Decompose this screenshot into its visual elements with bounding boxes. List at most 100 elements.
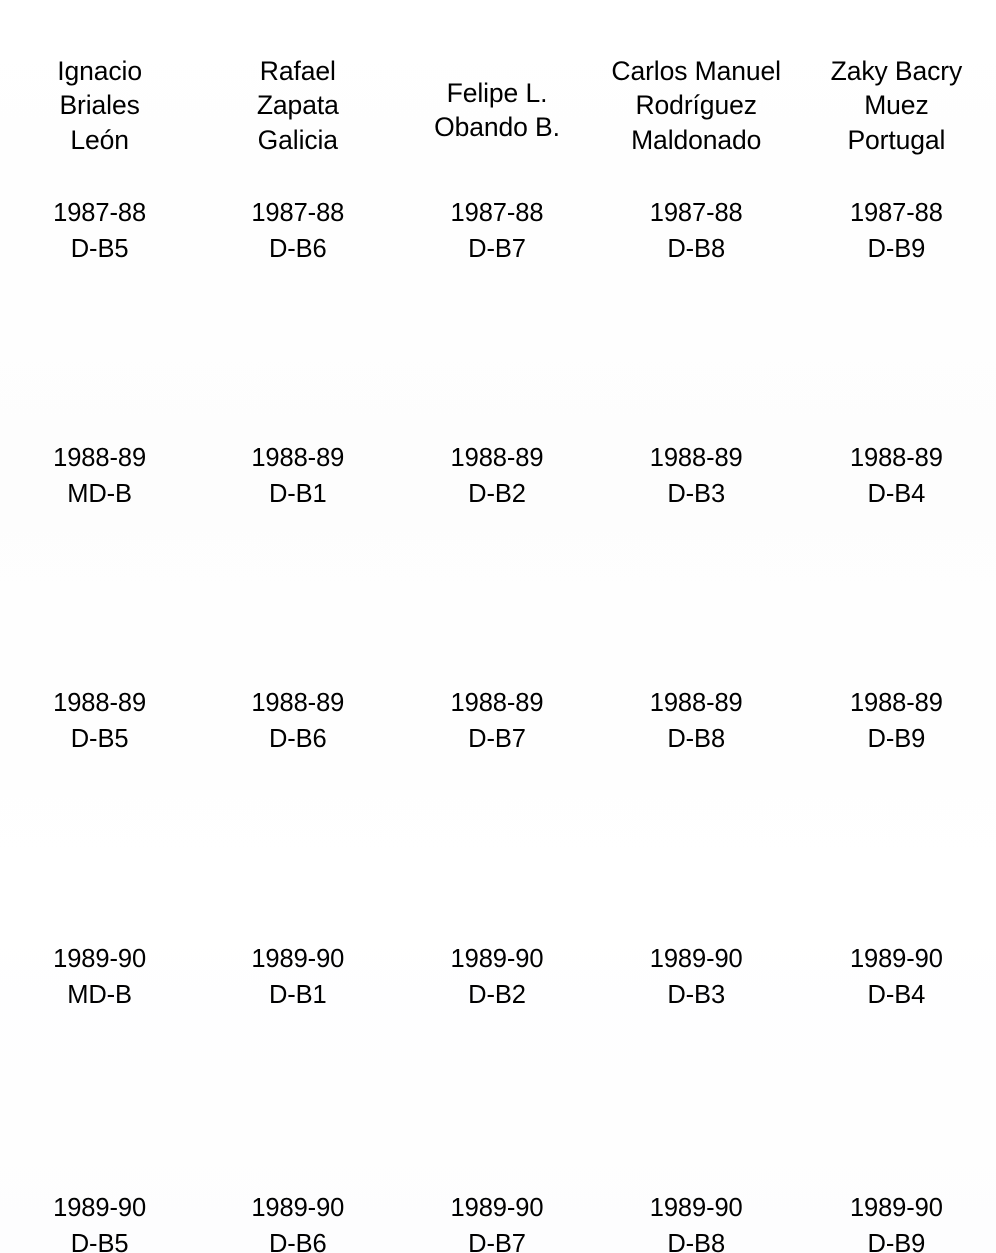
name-cell-carlos-manuel-rodriguez-maldonado: Carlos Manuel Rodríguez Maldonado [597,54,796,164]
caption-code: D-B8 [667,234,726,263]
caption-cell: 1989-90 D-B1 [198,942,397,1013]
caption-year: 1987-88 [450,199,544,227]
caption-cell: 1987-88 D-B7 [397,196,596,267]
caption-cell: 1989-90 MD-B [0,942,199,1013]
caption-cell: 1987-88 D-B5 [0,196,199,267]
caption-code: MD-B [67,980,132,1009]
caption-year: 1989-90 [849,945,943,973]
caption-year: 1988-89 [849,444,943,472]
caption-code: D-B9 [867,234,926,263]
caption-cell: 1988-89 D-B2 [397,441,596,512]
caption-code: D-B9 [867,1229,926,1253]
name-line: Carlos Manuel [611,56,781,86]
caption-year: 1989-90 [251,1194,345,1222]
caption-cell: 1989-90 D-B2 [397,942,596,1013]
caption-code: D-B3 [667,980,726,1009]
caption-cell: 1988-89 D-B1 [198,441,397,512]
caption-cell: 1988-89 D-B6 [198,686,397,757]
caption-cell: 1989-90 D-B3 [597,942,796,1013]
name-line: León [70,124,129,155]
caption-year: 1988-89 [450,689,544,717]
caption-code: D-B7 [468,234,526,263]
caption-year: 1987-88 [649,199,743,227]
caption-year: 1987-88 [53,199,147,227]
caption-code: D-B6 [268,1229,327,1253]
caption-cell: 1989-90 D-B4 [797,942,996,1013]
name-line: Zapata [256,90,339,121]
caption-code: D-B6 [268,724,327,753]
caption-year: 1989-90 [649,1194,743,1222]
caption-cell: 1987-88 D-B8 [597,196,796,267]
name-line: Portugal [847,124,946,155]
name-line: Obando B. [434,112,560,143]
name-cell-zaky-bacry-muez-portugal: Zaky Bacry Muez Portugal [797,54,996,164]
caption-year: 1988-89 [849,689,943,717]
name-line: Felipe L. [446,78,548,108]
caption-cell: 1988-89 D-B4 [797,441,996,512]
caption-year: 1988-89 [649,444,743,472]
name-line: Muez [864,90,929,121]
caption-year: 1988-89 [53,689,147,717]
caption-year: 1989-90 [53,945,147,973]
caption-row: 1988-89 MD-B 1988-89 D-B1 1988-89 D-B2 1988-89… [0,441,996,511]
name-line: Zaky Bacry [830,56,963,86]
caption-year: 1988-89 [251,689,345,717]
caption-year: 1989-90 [53,1194,147,1222]
name-line: Galicia [257,124,338,155]
caption-code: D-B1 [268,980,327,1009]
caption-year: 1988-89 [251,444,345,472]
caption-code: D-B2 [468,980,526,1009]
caption-code: D-B1 [268,479,327,508]
caption-code: D-B8 [667,1229,726,1253]
caption-year: 1989-90 [849,1194,943,1222]
name-line: Maldonado [631,124,762,155]
name-cell-felipe-l-obando-b: Felipe L. Obando B. [397,54,596,164]
caption-year: 1989-90 [251,945,345,973]
caption-code: D-B8 [667,724,726,753]
caption-cell: 1989-90 D-B8 [597,1191,796,1253]
caption-code: D-B5 [70,234,129,263]
name-line: Ignacio [57,56,142,86]
caption-cell: 1989-90 D-B7 [397,1191,596,1253]
caption-year: 1988-89 [649,689,743,717]
caption-row: 1989-90 MD-B 1989-90 D-B1 1989-90 D-B2 1989-90… [0,942,996,1012]
name-cell-ignacio-briales-leon: Ignacio Briales León [0,54,199,164]
caption-row: 1987-88 D-B5 1987-88 D-B6 1987-88 D-B7 1987-88… [0,196,996,266]
caption-row: 1989-90 D-B5 1989-90 D-B6 1989-90 D-B7 1989-90… [0,1191,996,1253]
caption-code: D-B9 [867,724,926,753]
caption-cell: 1988-89 MD-B [0,441,199,512]
caption-year: 1989-90 [649,945,743,973]
caption-code: D-B4 [867,479,926,508]
caption-code: D-B5 [70,724,129,753]
caption-cell: 1987-88 D-B9 [797,196,996,267]
caption-code: D-B4 [867,980,926,1009]
caption-code: D-B7 [468,1229,526,1253]
caption-code: MD-B [67,479,132,508]
caption-cell: 1987-88 D-B6 [198,196,397,267]
caption-year: 1987-88 [849,199,943,227]
caption-year: 1987-88 [251,199,345,227]
name-cell-rafael-zapata-galicia: Rafael Zapata Galicia [198,54,397,164]
caption-code: D-B3 [667,479,726,508]
caption-cell: 1988-89 D-B9 [797,686,996,757]
caption-cell: 1989-90 D-B9 [797,1191,996,1253]
name-line: Rodríguez [635,90,757,121]
caption-cell: 1988-89 D-B3 [597,441,796,512]
name-line: Briales [59,90,140,121]
name-line: Rafael [259,56,336,86]
caption-year: 1988-89 [450,444,544,472]
name-header-row: Ignacio Briales León Rafael Zapata Galicia Fel… [0,54,996,164]
caption-year: 1989-90 [450,1194,544,1222]
caption-cell: 1988-89 D-B5 [0,686,199,757]
caption-cell: 1989-90 D-B6 [198,1191,397,1253]
caption-year: 1988-89 [53,444,147,472]
caption-code: D-B2 [468,479,526,508]
caption-cell: 1989-90 D-B5 [0,1191,199,1253]
caption-code: D-B5 [70,1229,129,1253]
caption-cell: 1988-89 D-B8 [597,686,796,757]
caption-code: D-B7 [468,724,526,753]
caption-year: 1989-90 [450,945,544,973]
caption-row: 1988-89 D-B5 1988-89 D-B6 1988-89 D-B7 1988-89… [0,686,996,756]
